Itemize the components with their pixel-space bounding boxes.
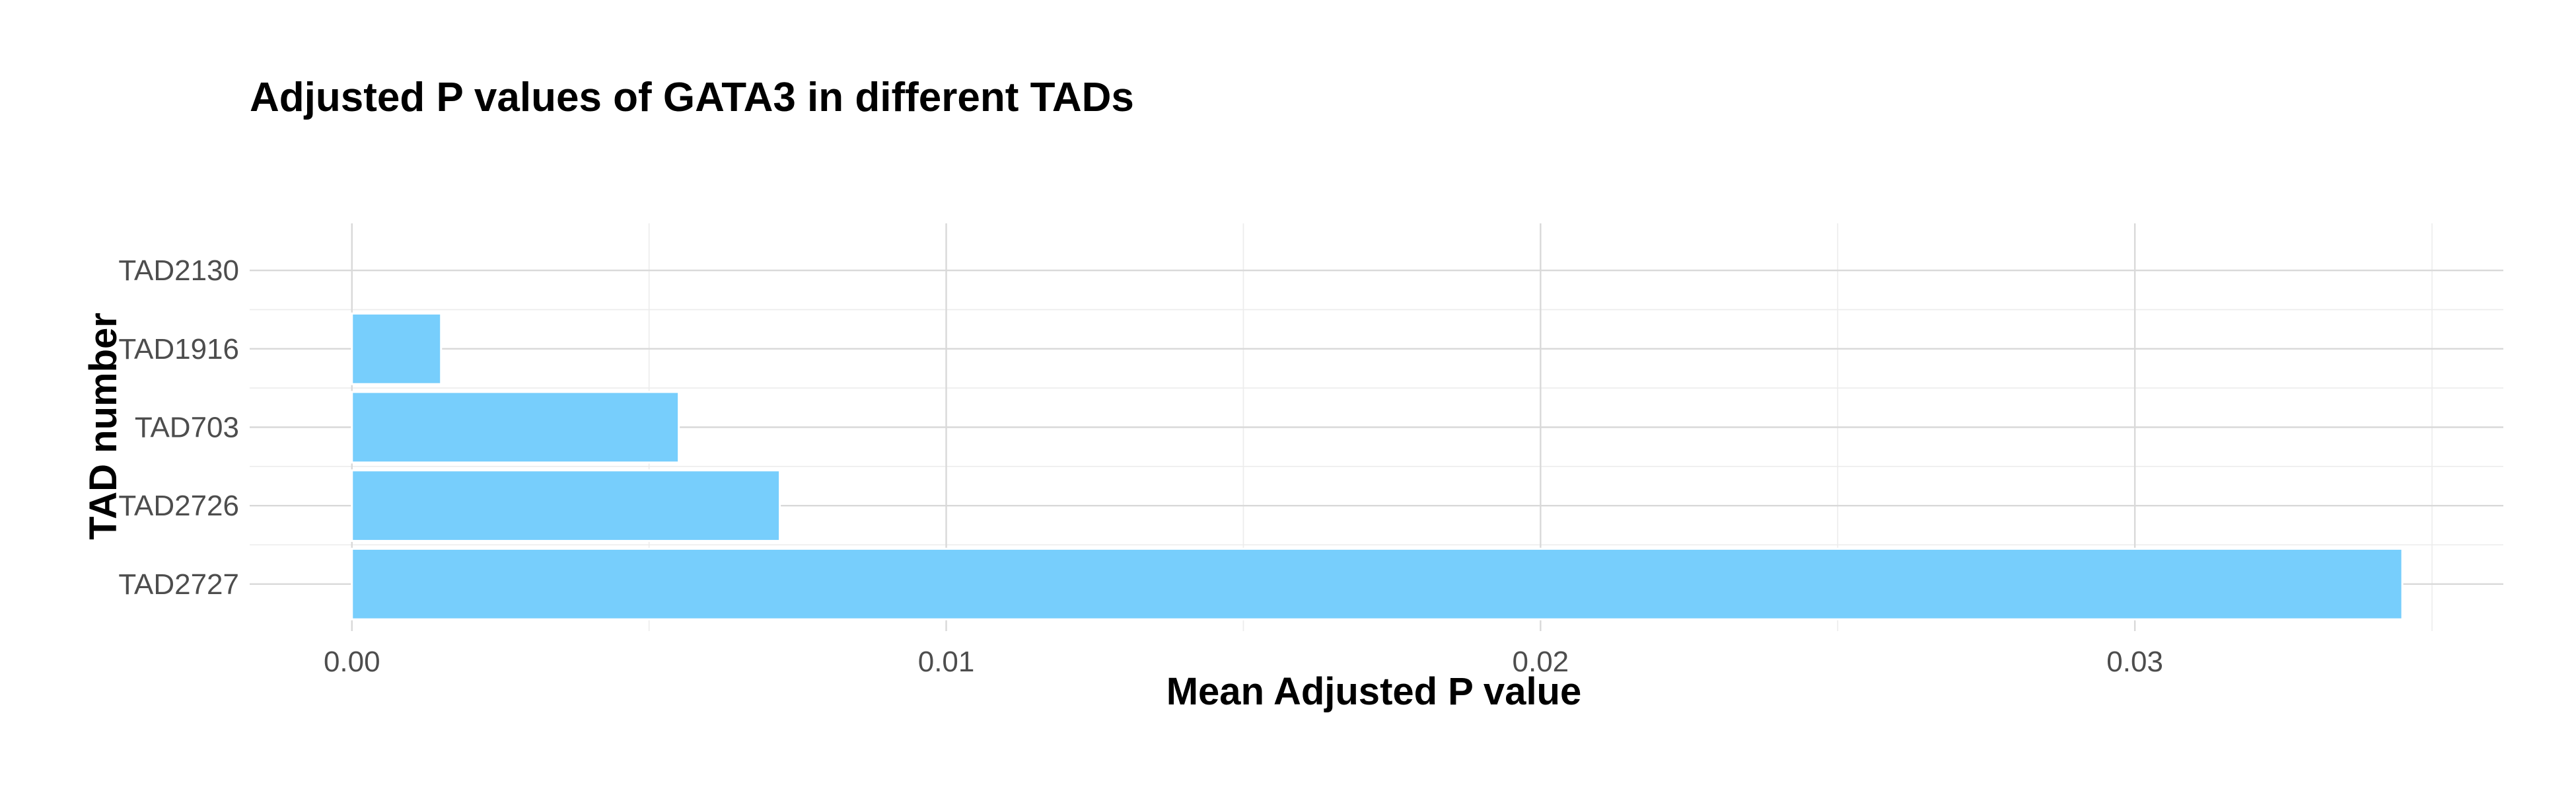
y-tick-label: TAD1916 xyxy=(118,333,239,365)
y-tick-label: TAD2727 xyxy=(118,568,239,601)
y-tick-label: TAD2130 xyxy=(118,254,239,287)
x-tick-label: 0.03 xyxy=(2106,646,2163,678)
chart-title: Adjusted P values of GATA3 in different … xyxy=(250,75,1134,120)
x-tick-label: 0.02 xyxy=(1513,646,1569,678)
bar-tad703 xyxy=(351,391,680,464)
y-tick-label: TAD703 xyxy=(135,412,239,444)
bar-tad2726 xyxy=(351,469,781,543)
x-tick-label: 0.00 xyxy=(324,646,380,678)
y-tick-label: TAD2726 xyxy=(118,490,239,522)
x-axis-tick-labels: 0.00 0.01 0.02 0.03 xyxy=(324,646,2163,678)
y-axis-title: TAD number xyxy=(82,313,125,540)
y-axis-tick-labels: TAD2727 TAD2726 TAD703 TAD1916 TAD2130 xyxy=(118,254,239,601)
x-tick-label: 0.01 xyxy=(918,646,975,678)
bars xyxy=(351,312,2404,621)
bar-tad2727 xyxy=(351,547,2404,621)
x-axis-title: Mean Adjusted P value xyxy=(1166,670,1582,713)
bar-tad1916 xyxy=(351,312,443,385)
